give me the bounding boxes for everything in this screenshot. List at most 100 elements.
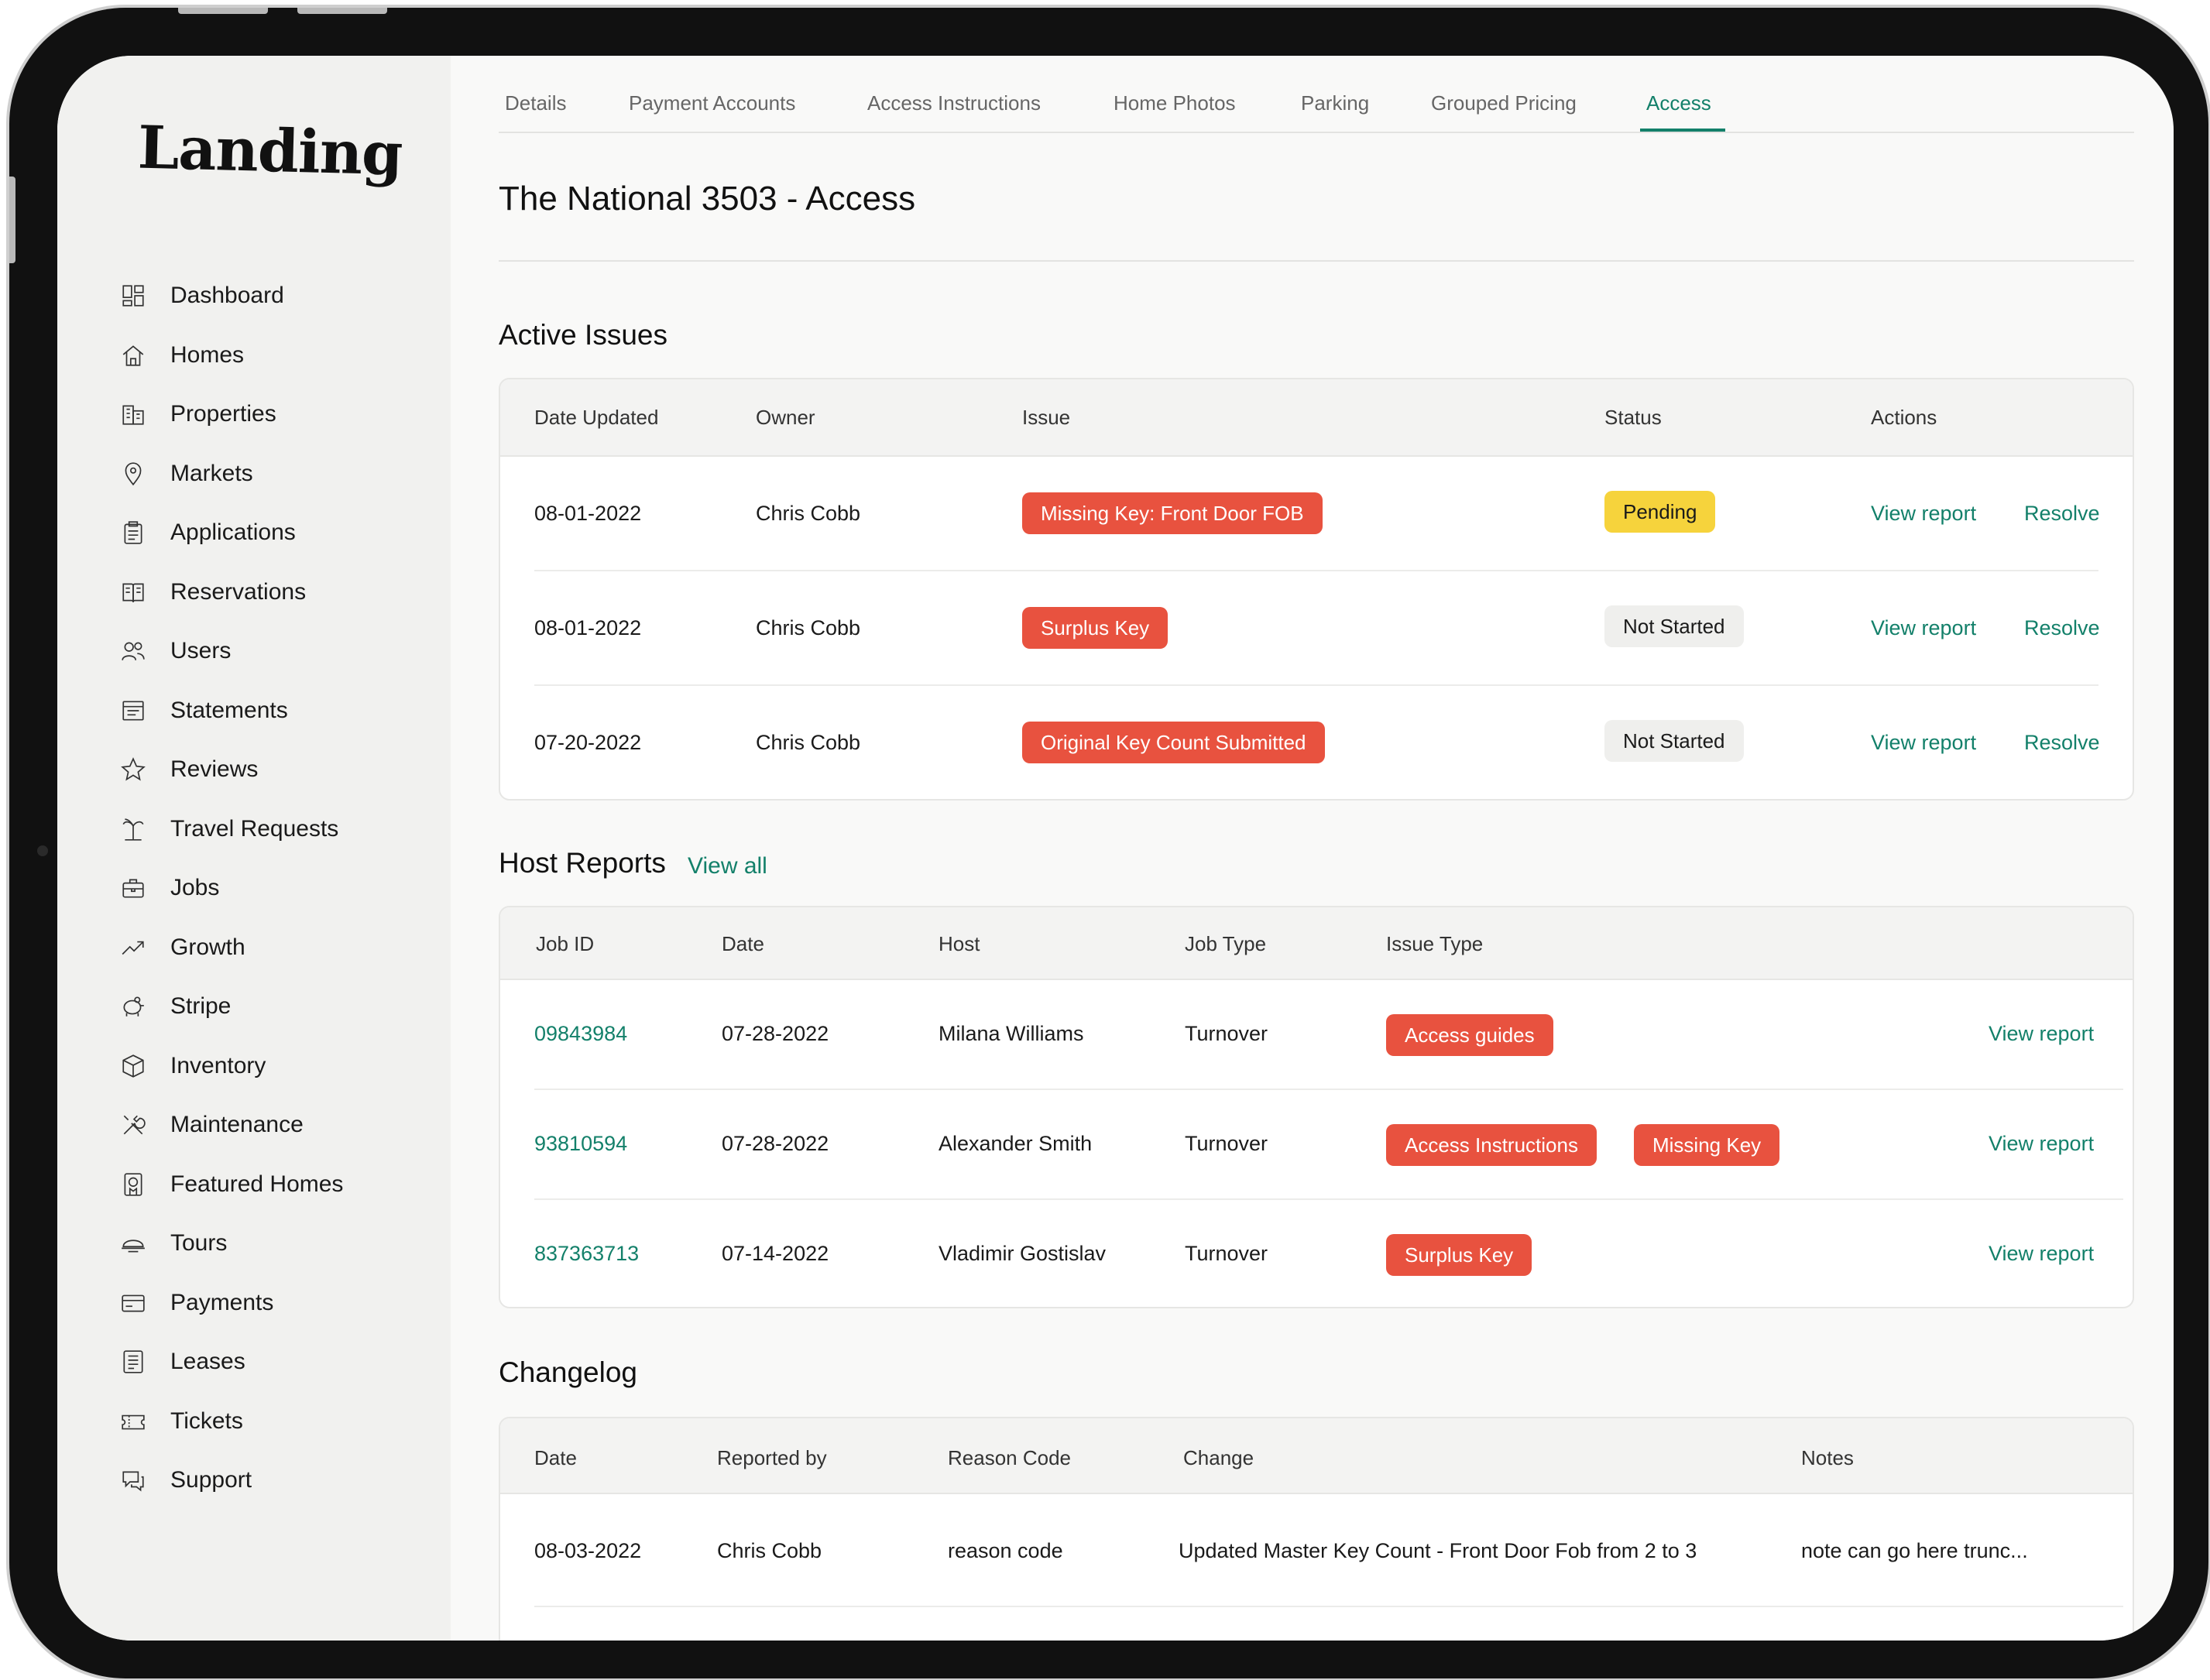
view-report-link[interactable]: View report — [1871, 731, 1977, 754]
job-id-link[interactable]: 837363713 — [534, 1242, 640, 1265]
row-divider — [534, 1606, 2123, 1607]
sidebar-item-growth[interactable]: Growth — [119, 918, 343, 978]
hardware-button — [297, 8, 387, 14]
sidebar-item-label: Reviews — [170, 756, 259, 783]
clipboard-icon — [119, 519, 147, 547]
screen: Landing Dashboard Homes Properties Markets A… — [57, 56, 2174, 1641]
view-report-link[interactable]: View report — [1989, 1132, 2095, 1155]
sidebar-item-applications[interactable]: Applications — [119, 503, 343, 563]
divider — [499, 260, 2134, 262]
sidebar-item-label: Applications — [170, 519, 296, 546]
sidebar-item-travel-requests[interactable]: Travel Requests — [119, 800, 343, 859]
job-type: Turnover — [1185, 1022, 1268, 1045]
sidebar: Landing Dashboard Homes Properties Markets A… — [57, 56, 451, 1641]
sidebar-item-label: Properties — [170, 401, 276, 427]
column-header: Reason Code — [948, 1446, 1071, 1469]
sidebar-item-label: Tours — [170, 1230, 228, 1257]
sidebar-item-reservations[interactable]: Reservations — [119, 563, 343, 622]
sidebar-item-reviews[interactable]: Reviews — [119, 740, 343, 800]
column-header: Reported by — [717, 1446, 827, 1469]
status-badge: Not Started — [1604, 605, 1744, 647]
users-icon — [119, 637, 147, 665]
column-header: Date — [534, 1446, 577, 1469]
tab-details[interactable]: Details — [505, 91, 567, 115]
view-report-link[interactable]: View report — [1871, 502, 1977, 525]
sidebar-item-users[interactable]: Users — [119, 622, 343, 681]
changelog-date: 08-03-2022 — [534, 1539, 642, 1562]
camera — [37, 845, 48, 856]
building-icon — [119, 400, 147, 428]
sidebar-item-tours[interactable]: Tours — [119, 1214, 343, 1274]
column-header: Date Updated — [534, 406, 659, 429]
active-tab-indicator — [1640, 129, 1725, 132]
sidebar-item-statements[interactable]: Statements — [119, 681, 343, 741]
host-reports-title: Host Reports — [499, 847, 666, 879]
view-report-link[interactable]: View report — [1989, 1242, 2095, 1265]
row-divider — [534, 1198, 2123, 1200]
sidebar-item-support[interactable]: Support — [119, 1451, 343, 1510]
table-header: Date Updated Owner Issue Status Actions — [500, 379, 2133, 457]
host-reports-view-all-link[interactable]: View all — [688, 853, 767, 879]
map-pin-icon — [119, 460, 147, 488]
ticket-icon — [119, 1407, 147, 1435]
tab-grouped-pricing[interactable]: Grouped Pricing — [1431, 91, 1577, 115]
sidebar-item-label: Jobs — [170, 875, 220, 901]
table-row: 09843984 07-28-2022 Milana Williams Turnove… — [500, 980, 2133, 1090]
job-id-link[interactable]: 09843984 — [534, 1022, 628, 1045]
page-title: The National 3503 - Access — [499, 180, 916, 218]
briefcase-icon — [119, 874, 147, 902]
box-icon — [119, 1052, 147, 1080]
sidebar-item-label: Leases — [170, 1349, 245, 1375]
tab-access[interactable]: Access — [1646, 91, 1711, 115]
hardware-button — [178, 8, 268, 14]
owner: Chris Cobb — [756, 502, 861, 525]
book-icon — [119, 578, 147, 606]
sidebar-item-featured-homes[interactable]: Featured Homes — [119, 1155, 343, 1215]
sidebar-item-jobs[interactable]: Jobs — [119, 859, 343, 918]
column-header: Owner — [756, 406, 815, 429]
resolve-link[interactable]: Resolve — [2024, 616, 2100, 639]
view-report-link[interactable]: View report — [1871, 616, 1977, 639]
reason-code: reason code — [948, 1539, 1063, 1562]
issue-type-badge: Surplus Key — [1386, 1234, 1532, 1276]
sidebar-item-inventory[interactable]: Inventory — [119, 1037, 343, 1096]
hat-icon — [119, 1229, 147, 1257]
resolve-link[interactable]: Resolve — [2024, 502, 2100, 525]
tab-bar: Details Payment Accounts Access Instructio… — [499, 56, 2134, 133]
tab-home-photos[interactable]: Home Photos — [1114, 91, 1236, 115]
sidebar-item-markets[interactable]: Markets — [119, 444, 343, 504]
table-header: Job ID Date Host Job Type Issue Type — [500, 907, 2133, 980]
row-divider — [534, 570, 2098, 571]
card-icon — [119, 1289, 147, 1317]
notes: note can go here trunc... — [1801, 1539, 2028, 1562]
sidebar-item-tickets[interactable]: Tickets — [119, 1392, 343, 1452]
sidebar-item-stripe[interactable]: Stripe — [119, 977, 343, 1037]
column-header: Date — [722, 932, 764, 955]
sidebar-item-leases[interactable]: Leases — [119, 1332, 343, 1392]
issue-type-badge: Access Instructions — [1386, 1124, 1597, 1166]
report-date: 07-14-2022 — [722, 1242, 829, 1265]
resolve-link[interactable]: Resolve — [2024, 731, 2100, 754]
active-issues-title: Active Issues — [499, 319, 667, 351]
column-header: Issue — [1022, 406, 1071, 429]
sidebar-item-homes[interactable]: Homes — [119, 326, 343, 386]
tab-parking[interactable]: Parking — [1301, 91, 1370, 115]
sidebar-item-label: Support — [170, 1467, 252, 1493]
column-header: Actions — [1871, 406, 1937, 429]
sidebar-item-label: Tickets — [170, 1407, 243, 1434]
sidebar-item-label: Dashboard — [170, 283, 284, 309]
table-row: 08-03-2022 Chris Cobb reason code Updated M… — [500, 1494, 2133, 1607]
job-id-link[interactable]: 93810594 — [534, 1132, 628, 1155]
column-header: Job Type — [1185, 932, 1267, 955]
view-report-link[interactable]: View report — [1989, 1022, 2095, 1045]
app-logo[interactable]: Landing — [136, 112, 403, 189]
issue-type-badge: Access guides — [1386, 1014, 1553, 1056]
sidebar-item-label: Featured Homes — [170, 1171, 344, 1197]
sidebar-item-properties[interactable]: Properties — [119, 385, 343, 444]
sidebar-item-label: Payments — [170, 1289, 274, 1315]
sidebar-item-maintenance[interactable]: Maintenance — [119, 1095, 343, 1155]
sidebar-item-payments[interactable]: Payments — [119, 1274, 343, 1333]
tab-payment-accounts[interactable]: Payment Accounts — [629, 91, 796, 115]
tab-access-instructions[interactable]: Access Instructions — [867, 91, 1041, 115]
sidebar-item-dashboard[interactable]: Dashboard — [119, 266, 343, 326]
